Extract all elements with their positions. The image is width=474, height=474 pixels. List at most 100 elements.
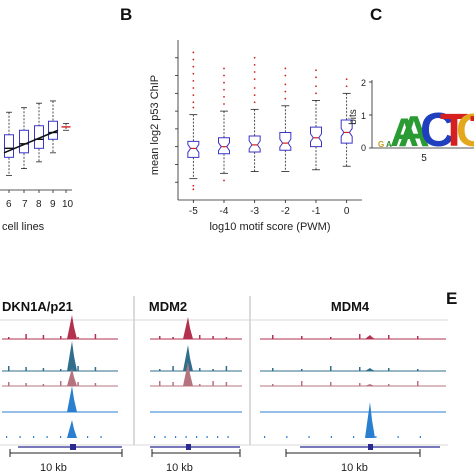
logo-letter-t2: T <box>470 107 474 156</box>
panel-b-xtick-label: -5 <box>189 206 198 217</box>
track-teal-bump <box>94 367 97 371</box>
box-outlier <box>253 71 256 73</box>
track-red-bump <box>60 336 62 339</box>
track-red-bump <box>8 337 10 339</box>
box-outlier <box>253 94 256 97</box>
scale-label-3: 10 kb <box>341 462 368 474</box>
panel-a-xtick-7: 7 <box>22 199 28 210</box>
box-outlier <box>253 101 256 104</box>
box-outlier <box>223 103 225 105</box>
track-mauve-bump <box>212 381 214 386</box>
track-mauve-bump <box>388 384 390 386</box>
box-outlier <box>345 78 348 81</box>
track-mauve-bump <box>94 383 97 386</box>
track-mauve-bump <box>159 381 161 386</box>
box-outlier <box>192 188 195 191</box>
track-mauve-peak <box>67 368 77 386</box>
track-mauve-bump <box>417 381 419 386</box>
box-outlier <box>315 76 317 79</box>
track-red-bump <box>199 335 201 339</box>
panel-c-logo: 2 1 0 bits 5 G A A C A T G T <box>348 78 474 164</box>
track-motif-peak <box>365 402 375 438</box>
box-outlier <box>315 69 317 72</box>
logo-letter-g: G <box>456 104 474 156</box>
gene-exon <box>70 444 76 450</box>
box-outlier <box>223 67 225 70</box>
box-outlier <box>223 81 225 84</box>
panel-a-box <box>4 134 14 158</box>
track-mauve-bump <box>301 381 303 386</box>
box-outlier <box>192 79 195 82</box>
box-outlier <box>192 184 195 187</box>
track-mauve-bump <box>272 384 274 386</box>
track-teal-bump <box>60 369 62 371</box>
panel-c-ytick-0: 0 <box>361 143 366 153</box>
track-motif-tick <box>196 436 198 438</box>
track-mauve-bump <box>185 383 188 386</box>
track-teal-bump <box>388 368 390 371</box>
panel-letter-b: B <box>120 5 132 24</box>
track-motif-tick <box>175 436 177 438</box>
track-teal-bump <box>159 369 161 371</box>
gene-label-p21: DKN1A/p21 <box>2 299 73 314</box>
box-outlier <box>284 67 287 70</box>
track-motif-tick <box>375 436 377 438</box>
panel-letter-c: C <box>370 5 382 24</box>
panel-a-trend-line <box>3 129 59 154</box>
track-motif-tick <box>154 436 156 438</box>
track-motif-tick <box>397 436 399 438</box>
panel-b-xtick-label: -1 <box>312 206 321 217</box>
track-teal-peak <box>67 341 77 371</box>
box-outlier <box>345 85 348 88</box>
track-mauve-bump <box>199 384 201 386</box>
track-red-bump <box>159 336 161 339</box>
track-motif-tick <box>6 436 8 438</box>
track-motif-tick <box>308 436 310 438</box>
track-teal-bump <box>330 366 332 371</box>
scale-bar-3: 10 kb <box>285 449 421 474</box>
gene-exon <box>368 444 373 450</box>
logo-letter-t: T <box>440 104 468 156</box>
track-motif-tick <box>227 436 229 438</box>
track-red-bump <box>42 335 45 339</box>
track-teal-bump <box>417 369 419 371</box>
box-outlier <box>315 85 317 88</box>
panel-a-xtick-6: 6 <box>6 199 12 210</box>
track-red-bump <box>359 334 361 339</box>
track-red-bump <box>185 334 188 339</box>
track-mauve-bump <box>25 383 27 386</box>
track-teal-bump <box>25 367 27 371</box>
track-red-bump <box>301 336 303 339</box>
panel-b-xtick-label: 0 <box>344 206 350 217</box>
panel-letter-e: E <box>446 289 457 308</box>
logo-letter-c: C <box>420 104 455 157</box>
track-teal-bump <box>359 367 361 371</box>
track-teal-bump <box>172 366 174 371</box>
box-outlier <box>192 65 195 68</box>
track-motif-tick <box>264 436 266 438</box>
track-motif-tick <box>100 436 102 438</box>
track-teal-bump <box>185 367 188 371</box>
track-mauve-peak <box>183 362 193 386</box>
track-red-bump <box>225 337 228 339</box>
track-motif-tick <box>19 436 21 438</box>
box-outlier <box>223 95 225 98</box>
box-outlier <box>192 87 195 89</box>
panel-a-xlabel: cell lines <box>2 221 45 233</box>
panel-b-xlabel: log10 motif score (PWM) <box>209 221 330 233</box>
scale-bar-2: 10 kb <box>151 449 241 474</box>
track-red-bump <box>417 336 419 339</box>
box-body <box>248 135 261 153</box>
track-red-bump <box>212 336 214 339</box>
box-outlier <box>192 94 195 97</box>
panel-a-box <box>19 129 29 154</box>
track-motif-tick <box>46 436 48 438</box>
track-mauve-bump <box>60 381 62 386</box>
box-body <box>310 126 322 148</box>
box-outlier <box>284 83 287 86</box>
box-outlier <box>192 101 195 104</box>
track-red-peak <box>183 317 193 339</box>
track-motif-tick <box>419 436 421 438</box>
track-motif-peak <box>67 420 77 438</box>
panel-c-ytick-2: 2 <box>361 78 366 88</box>
